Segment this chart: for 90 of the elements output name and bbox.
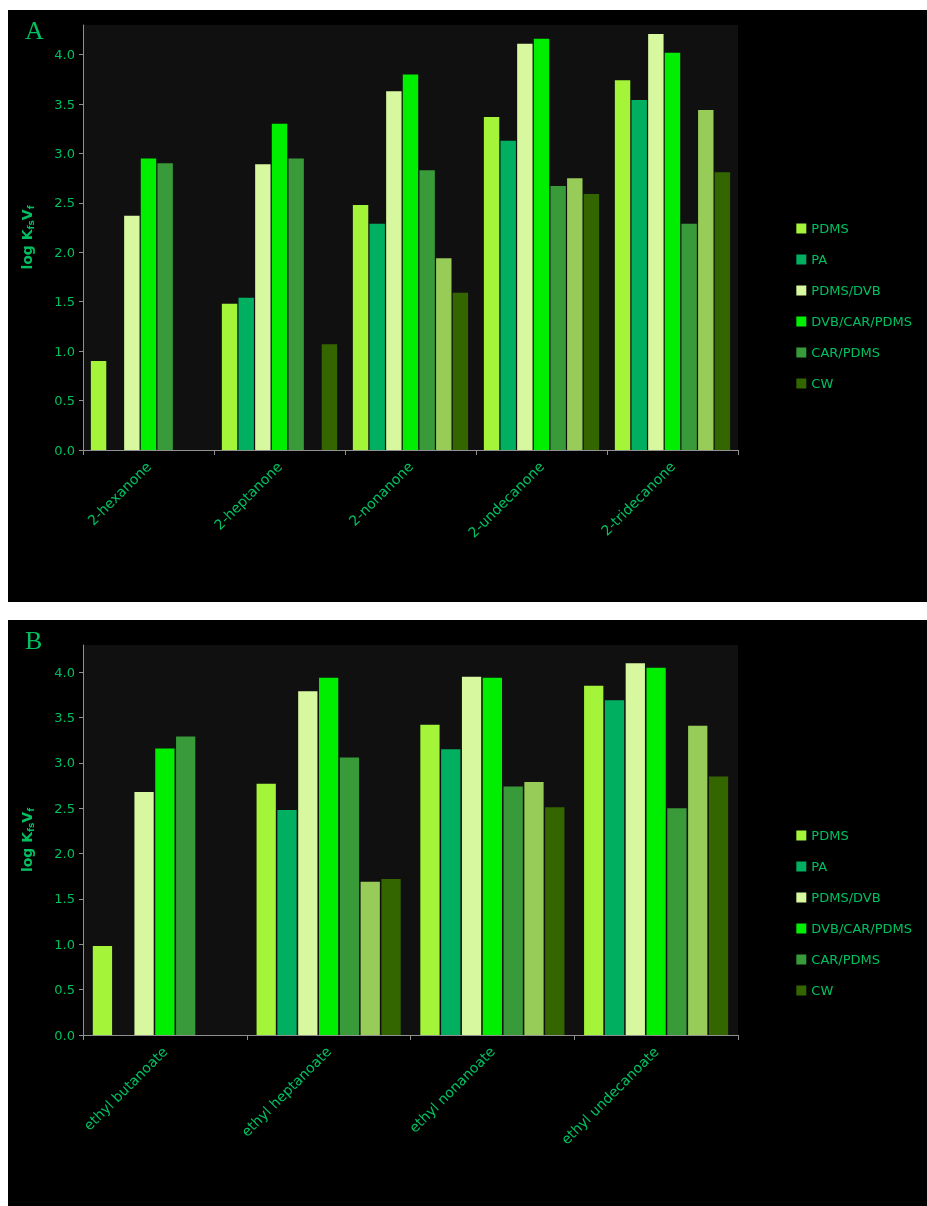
bar xyxy=(339,757,360,1035)
bar xyxy=(436,258,452,450)
bar xyxy=(533,38,550,450)
bar xyxy=(614,80,631,450)
bar xyxy=(176,736,196,1035)
bar xyxy=(604,700,625,1035)
y-tick-label: 1.5 xyxy=(54,294,75,310)
y-tick-label: 1.5 xyxy=(54,891,75,907)
bar xyxy=(92,946,113,1035)
chart-title: A xyxy=(25,15,44,45)
bar xyxy=(134,791,154,1035)
bar xyxy=(664,52,681,450)
y-tick-label: 3.0 xyxy=(54,145,75,161)
bar xyxy=(646,667,666,1035)
bar xyxy=(419,170,435,450)
y-axis-title: log KfsVf xyxy=(18,807,36,873)
bar xyxy=(517,43,533,450)
legend-label: PDMS xyxy=(811,221,849,236)
bar xyxy=(648,33,664,450)
legend-label: PA xyxy=(811,252,828,267)
bar xyxy=(277,810,297,1035)
y-tick-label: 4.0 xyxy=(54,664,75,680)
bar xyxy=(567,178,583,450)
bar xyxy=(381,879,401,1035)
bar xyxy=(584,685,604,1035)
y-tick-label: 2.0 xyxy=(54,846,75,862)
bar xyxy=(360,881,380,1035)
y-tick-label: 1.0 xyxy=(54,343,75,359)
bar xyxy=(688,725,708,1035)
legend-label: PA xyxy=(811,859,828,874)
legend-label: CW xyxy=(811,376,834,391)
legend-label: CW xyxy=(811,983,834,998)
bar xyxy=(140,158,157,450)
bar xyxy=(288,158,304,450)
bar xyxy=(625,663,645,1035)
bar xyxy=(708,776,729,1035)
bar xyxy=(386,91,402,450)
y-tick-label: 2.0 xyxy=(54,244,75,260)
bar xyxy=(714,172,731,450)
bar xyxy=(157,163,173,450)
y-tick-label: 0.5 xyxy=(54,982,75,998)
y-tick-label: 2.5 xyxy=(54,800,75,816)
legend-label: PDMS/DVB xyxy=(811,890,881,905)
bar xyxy=(550,186,566,450)
y-tick-label: 0.0 xyxy=(54,442,75,458)
bar xyxy=(482,677,503,1035)
bar xyxy=(503,786,523,1035)
bar xyxy=(155,748,175,1035)
bar xyxy=(124,215,140,450)
bar xyxy=(681,223,697,450)
bar xyxy=(461,676,482,1035)
bar xyxy=(441,749,461,1035)
bar xyxy=(318,677,339,1035)
y-axis-title: log KfsVf xyxy=(18,205,36,270)
chart-title: B xyxy=(25,625,43,655)
bar xyxy=(321,344,338,450)
legend-label: DVB/CAR/PDMS xyxy=(811,314,913,329)
legend-label: CAR/PDMS xyxy=(811,952,881,967)
bar xyxy=(298,691,318,1035)
bar xyxy=(271,123,288,450)
bar xyxy=(255,164,271,450)
bar xyxy=(452,292,469,450)
bar xyxy=(420,724,440,1035)
y-tick-label: 4.0 xyxy=(54,47,75,63)
legend-label: PDMS xyxy=(811,828,849,843)
bar xyxy=(698,110,714,450)
y-tick-label: 3.5 xyxy=(54,96,75,112)
bar xyxy=(90,361,107,450)
bar xyxy=(221,303,238,450)
bar xyxy=(483,116,500,450)
y-tick-label: 3.5 xyxy=(54,710,75,726)
bar xyxy=(369,223,385,450)
bar xyxy=(545,807,565,1035)
legend-label: PDMS/DVB xyxy=(811,283,881,298)
bar xyxy=(667,808,687,1035)
bar xyxy=(238,297,254,450)
bar xyxy=(583,194,600,450)
bar xyxy=(256,783,276,1035)
bar xyxy=(500,140,516,450)
bar xyxy=(402,74,419,450)
y-tick-label: 1.0 xyxy=(54,936,75,952)
y-tick-label: 0.5 xyxy=(54,393,75,409)
legend-label: DVB/CAR/PDMS xyxy=(811,921,913,936)
y-tick-label: 3.0 xyxy=(54,755,75,771)
legend-label: CAR/PDMS xyxy=(811,345,881,360)
bar xyxy=(524,781,544,1035)
y-tick-label: 0.0 xyxy=(54,1027,75,1043)
bar xyxy=(352,204,369,450)
bar xyxy=(631,100,647,450)
y-tick-label: 2.5 xyxy=(54,195,75,211)
